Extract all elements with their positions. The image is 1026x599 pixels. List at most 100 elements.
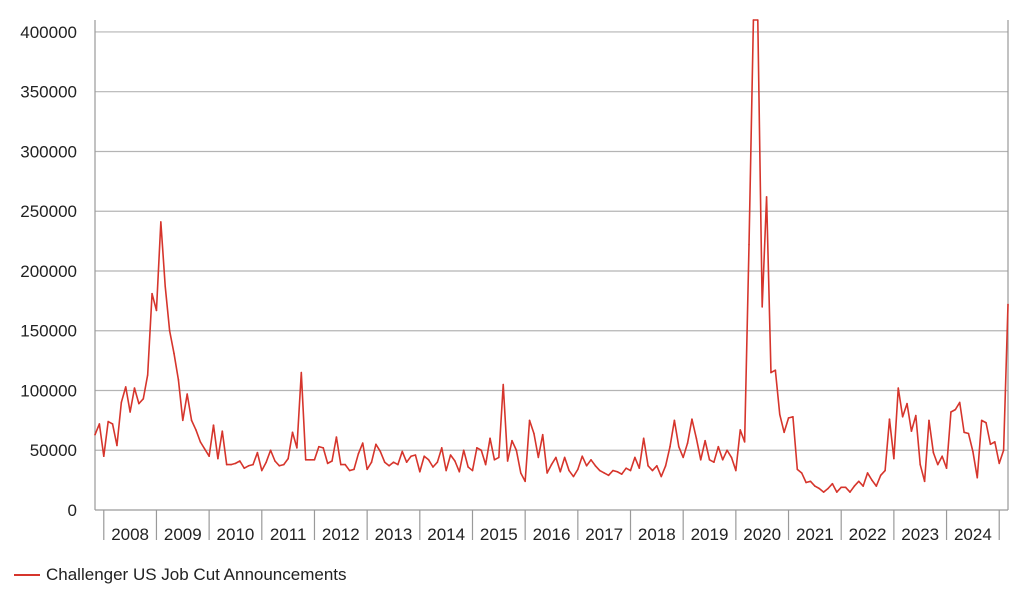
data-point	[950, 411, 952, 413]
data-point	[787, 417, 790, 419]
data-point	[634, 456, 636, 459]
data-point	[871, 479, 873, 481]
data-point	[217, 457, 219, 460]
data-point	[669, 445, 671, 448]
data-point	[585, 464, 588, 467]
x-tick-label: 2011	[270, 525, 307, 544]
data-point	[664, 464, 667, 467]
data-point	[291, 431, 294, 434]
data-point	[717, 445, 720, 448]
data-point	[423, 455, 426, 458]
data-point	[805, 481, 807, 484]
series-line	[94, 19, 1009, 493]
data-point	[590, 459, 592, 461]
data-point	[256, 451, 259, 454]
data-point	[814, 485, 816, 487]
data-point	[537, 456, 540, 459]
y-tick-label: 350000	[20, 83, 77, 102]
data-point	[972, 450, 974, 453]
data-point	[572, 475, 575, 478]
data-point	[151, 292, 153, 295]
data-point	[102, 455, 105, 458]
data-point	[471, 469, 474, 472]
data-point	[318, 445, 320, 448]
x-tick-label: 2017	[585, 525, 623, 544]
x-tick-label: 2024	[954, 525, 992, 544]
x-tick-label: 2018	[638, 525, 676, 544]
data-point	[985, 421, 987, 424]
data-point	[506, 460, 509, 462]
data-point	[682, 456, 684, 459]
data-point	[370, 461, 373, 464]
data-point	[792, 415, 794, 418]
data-point	[462, 449, 465, 452]
data-point	[195, 429, 197, 431]
data-point	[419, 470, 421, 473]
data-point	[625, 467, 627, 469]
data-point	[660, 475, 663, 478]
data-point	[836, 491, 838, 493]
data-point	[656, 464, 658, 467]
data-point	[748, 243, 750, 246]
data-point	[888, 418, 891, 420]
data-point	[612, 469, 614, 472]
legend: Challenger US Job Cut Announcements	[14, 565, 347, 585]
y-tick-label: 300000	[20, 142, 77, 161]
data-point	[735, 469, 737, 472]
data-point	[752, 19, 755, 21]
data-point	[265, 461, 267, 464]
data-point	[884, 469, 886, 472]
data-point	[274, 460, 276, 462]
data-point	[234, 462, 237, 465]
data-point	[168, 329, 171, 332]
x-tick-label: 2015	[480, 525, 518, 544]
data-point	[348, 469, 351, 472]
data-point	[555, 456, 557, 459]
legend-swatch	[14, 574, 40, 576]
data-point	[906, 402, 908, 405]
data-point	[427, 459, 430, 461]
data-point	[704, 439, 706, 442]
data-point	[831, 482, 834, 485]
data-point	[252, 463, 254, 466]
data-point	[770, 371, 772, 374]
data-point	[919, 463, 922, 466]
data-point	[954, 408, 957, 411]
data-point	[928, 419, 930, 422]
data-point	[186, 393, 188, 395]
data-point	[849, 491, 851, 493]
data-point	[923, 480, 926, 483]
data-point	[827, 487, 829, 490]
y-tick-label: 50000	[30, 441, 77, 460]
data-point	[998, 462, 1001, 465]
data-point	[361, 442, 364, 444]
data-point	[673, 419, 676, 422]
data-point	[261, 469, 263, 472]
data-point	[493, 459, 496, 461]
data-point	[489, 437, 491, 440]
data-point	[476, 447, 478, 449]
data-point	[160, 221, 162, 223]
data-point	[708, 459, 711, 461]
data-point	[304, 459, 307, 461]
data-point	[778, 413, 781, 416]
data-point	[800, 472, 803, 474]
y-tick-label: 250000	[20, 202, 77, 221]
x-tick-label: 2014	[427, 525, 465, 544]
data-point	[138, 402, 140, 405]
data-point	[875, 485, 878, 487]
data-point	[124, 386, 127, 388]
data-point	[809, 480, 812, 483]
data-point	[502, 383, 505, 386]
data-point	[879, 474, 882, 477]
data-point	[436, 461, 439, 464]
x-tick-label: 2021	[796, 525, 834, 544]
data-point	[344, 463, 347, 466]
data-point	[116, 444, 118, 447]
data-point	[857, 480, 860, 483]
data-point	[287, 457, 289, 460]
data-point	[313, 459, 316, 461]
data-point	[445, 469, 447, 472]
